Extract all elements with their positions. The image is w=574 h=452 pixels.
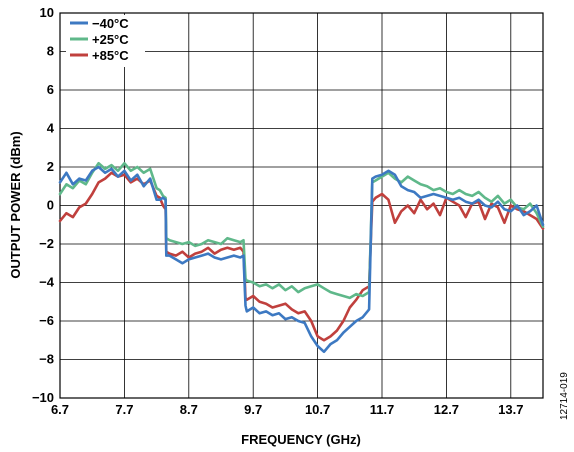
- x-tick-label: 7.7: [115, 402, 133, 417]
- x-tick-label: 6.7: [51, 402, 69, 417]
- plot-area-frame: [59, 12, 544, 399]
- y-tick-label: −2: [39, 236, 54, 251]
- y-tick-label: 6: [47, 82, 54, 97]
- y-tick-label: 8: [47, 44, 54, 59]
- x-tick-label: 10.7: [305, 402, 330, 417]
- y-tick-label: 4: [47, 121, 55, 136]
- y-tick-label: 10: [40, 5, 54, 20]
- x-tick-label: 9.7: [244, 402, 262, 417]
- y-tick-label: 2: [47, 159, 54, 174]
- legend: −40°C+25°C+85°C: [66, 15, 145, 67]
- y-tick-label: −4: [39, 275, 55, 290]
- series-line-2: [58, 171, 545, 342]
- x-tick-label: 12.7: [434, 402, 459, 417]
- figure-id: 12714-019: [559, 372, 570, 420]
- y-axis-title: OUTPUT POWER (dBm): [8, 131, 23, 278]
- y-tick-label: 0: [47, 198, 54, 213]
- legend-label: +25°C: [92, 32, 129, 47]
- y-tick-label: −10: [32, 390, 54, 405]
- series-line-1: [58, 161, 545, 300]
- legend-label: −40°C: [92, 16, 129, 31]
- y-tick-label: −6: [39, 313, 54, 328]
- x-tick-labels: 6.7 7.7 8.7 9.7 10.7 11.7 12.7 13.7: [51, 402, 523, 417]
- x-tick-label: 8.7: [180, 402, 198, 417]
- x-tick-label: 11.7: [370, 402, 395, 417]
- x-axis-title: FREQUENCY (GHz): [241, 432, 361, 447]
- y-tick-labels: 10 8 6 4 2 0 −2 −4 −6 −8 −10: [32, 5, 55, 405]
- series-line-0: [58, 165, 545, 354]
- series-layer: [58, 161, 545, 354]
- legend-label: +85°C: [92, 48, 129, 63]
- y-tick-label: −8: [39, 352, 54, 367]
- x-tick-label: 13.7: [498, 402, 523, 417]
